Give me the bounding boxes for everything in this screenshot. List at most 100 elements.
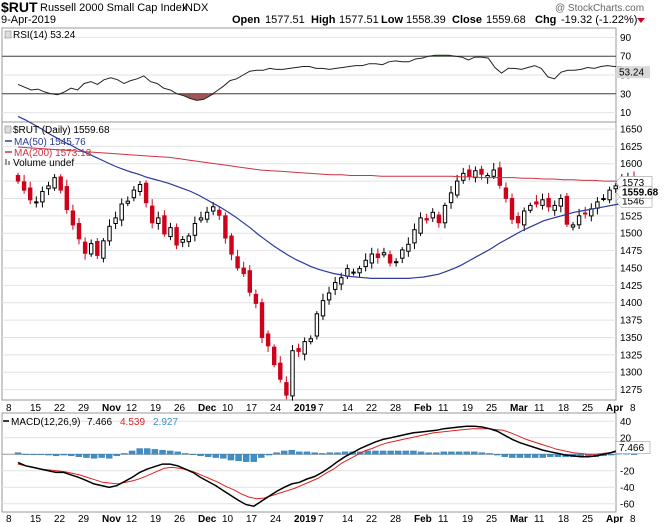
macd-histogram-bar xyxy=(280,450,288,455)
x-axis-label: 11 xyxy=(438,403,449,414)
x-axis-label: 29 xyxy=(78,403,90,414)
x-axis-label: Dec xyxy=(198,403,217,414)
macd-histogram-bar xyxy=(144,448,151,455)
candle-up xyxy=(198,217,204,221)
candle-down xyxy=(479,168,484,175)
price-tick-label: 1325 xyxy=(620,350,643,361)
macd-histogram-bar xyxy=(440,451,448,455)
x-axis-label: 22 xyxy=(54,403,66,414)
macd-histogram-bar xyxy=(98,454,105,458)
macd-histogram-bar xyxy=(303,451,311,455)
macd-histogram-bar xyxy=(136,448,143,455)
price-tick-label: 1350 xyxy=(620,333,643,344)
candle-up xyxy=(204,211,210,220)
x-axis-label: Feb xyxy=(414,403,432,414)
price-tick-label: 1650 xyxy=(620,124,643,135)
candle-up xyxy=(576,215,582,226)
low-value: 1558.39 xyxy=(406,14,446,26)
x-axis-label: Nov xyxy=(102,514,121,523)
exchange: INDX xyxy=(182,2,209,14)
macd-tick-label: -40 xyxy=(620,483,635,494)
x-axis-label: Apr xyxy=(606,514,623,523)
candle-up xyxy=(442,204,448,224)
price-legend-icon xyxy=(4,125,12,134)
candle-down xyxy=(241,267,246,275)
rsi-tick-label: 90 xyxy=(620,33,632,44)
x-axis-label: 15 xyxy=(30,403,42,414)
x-axis-label: 19 xyxy=(150,514,162,523)
macd-histogram-bar xyxy=(547,454,554,457)
macd-histogram-bar xyxy=(189,454,197,455)
macd-histogram-bar xyxy=(326,452,334,455)
macd-histogram-bar xyxy=(531,454,539,458)
candle-up xyxy=(613,185,618,190)
macd-histogram-bar xyxy=(265,454,273,456)
price-tick-label: 1375 xyxy=(620,316,643,327)
macd-histogram-bar xyxy=(90,454,98,459)
macd-histogram-bar xyxy=(288,449,295,455)
x-axis-label: 25 xyxy=(486,514,498,523)
macd-histogram-bar xyxy=(220,454,227,459)
price-tick-label: 1500 xyxy=(620,229,643,240)
volume-legend-icon xyxy=(8,161,10,165)
macd-histogram-bar xyxy=(204,454,212,457)
macd-histogram-bar xyxy=(554,454,562,457)
candle-down xyxy=(564,195,570,225)
candle-down xyxy=(150,205,155,224)
candle-down xyxy=(174,227,179,246)
volume-legend-label: Volume undef xyxy=(13,158,74,169)
signal-legend-value: 4.539 xyxy=(120,417,145,428)
candle-down xyxy=(503,187,509,199)
x-axis-label: 2019 xyxy=(294,403,317,414)
macd-histogram-bar xyxy=(455,451,463,455)
macd-histogram-bar xyxy=(471,451,478,455)
candle-up xyxy=(34,201,39,204)
macd-histogram-bar xyxy=(242,454,250,462)
macd-histogram-bar xyxy=(311,452,318,455)
x-axis-label: 10 xyxy=(222,403,234,414)
histogram-legend-value: 2.927 xyxy=(153,417,178,428)
close-value: 1559.68 xyxy=(486,14,526,26)
candle-up xyxy=(363,259,368,268)
candle-down xyxy=(375,253,381,258)
price-tick-label: 1425 xyxy=(620,281,643,292)
price-tick-label: 1600 xyxy=(620,159,643,170)
x-axis-label: 2019 xyxy=(294,514,317,523)
candle-down xyxy=(296,348,301,352)
macd-histogram-bar xyxy=(45,454,52,456)
macd-histogram-bar xyxy=(113,454,121,457)
rsi-legend: RSI(14) 53.24 xyxy=(4,30,76,41)
candle-up xyxy=(430,211,436,219)
candle-up xyxy=(351,271,356,274)
rsi-last-value-tag xyxy=(616,66,650,79)
candle-up xyxy=(320,300,326,317)
candle-down xyxy=(272,346,277,366)
x-axis-label: 14 xyxy=(342,403,354,414)
rsi-line xyxy=(17,54,635,101)
x-axis-label: Mar xyxy=(510,514,528,523)
rsi-legend-label: RSI(14) 53.24 xyxy=(13,30,76,41)
candle-up xyxy=(607,189,612,201)
macd-histogram-bar xyxy=(83,454,90,458)
candle-up xyxy=(180,239,185,243)
x-axis-label: 11 xyxy=(534,403,545,414)
candle-up xyxy=(186,235,192,243)
candle-down xyxy=(217,209,222,216)
candle-up xyxy=(357,268,362,274)
macd-histogram-bar xyxy=(235,454,242,462)
ma200-last-value: 1573 xyxy=(622,178,645,189)
candle-up xyxy=(448,192,454,204)
macd-line xyxy=(17,425,635,507)
macd-tick-label: 20 xyxy=(620,433,632,444)
candle-up xyxy=(552,204,557,211)
x-axis-label: 25 xyxy=(582,514,594,523)
chg-label: Chg xyxy=(535,14,556,26)
x-axis-labels-top: 8 15 22 29 Nov 12 19 26 Dec 10 17 24 2019 7 14 22 28 Feb 1… xyxy=(6,403,636,414)
candle-up xyxy=(125,200,130,204)
x-axis-label: 26 xyxy=(174,514,186,523)
macd-legend: MACD(12,26,9) 7.466 4.539 2.927 xyxy=(3,417,178,428)
macd-chart: 40 20 -20 -40 -60 7.466 xyxy=(2,417,651,510)
macd-histogram-bar xyxy=(379,450,387,455)
high-value: 1577.51 xyxy=(339,14,379,26)
x-axis-label: 19 xyxy=(150,403,162,414)
